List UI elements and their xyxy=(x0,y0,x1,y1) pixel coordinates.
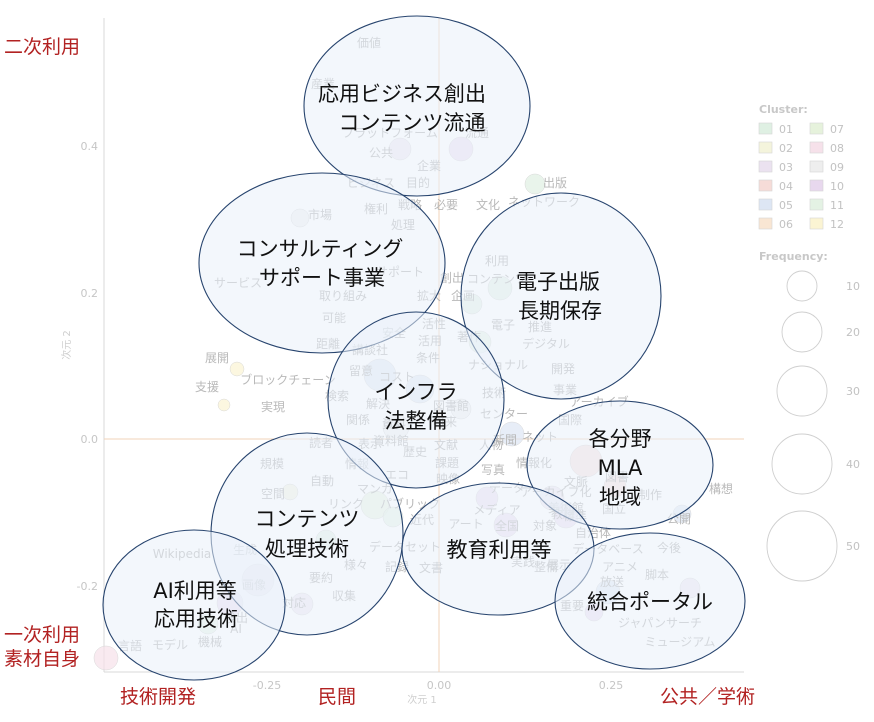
word-label: ブロックチェーン xyxy=(240,372,335,387)
cluster-title-consulting-2: サポート事業 xyxy=(259,266,385,290)
word-label: 文化 xyxy=(476,197,500,212)
cluster-title-business-2: コンテンツ流通 xyxy=(339,111,486,135)
label-private-sector: 民間 xyxy=(318,686,357,708)
cluster-legend: 01 02 03 04 05 06 07 08 09 10 11 12 xyxy=(758,122,844,231)
legend-frequency-label: 10 xyxy=(846,280,860,293)
y-tick-0-2: 0.2 xyxy=(81,287,99,300)
x-axis-title: 次元 1 xyxy=(407,693,437,706)
cluster-title-ebook-1: 電子出版 xyxy=(516,270,600,294)
cluster-titles: 応用ビジネス創出 コンテンツ流通 コンサルティング サポート事業 電子出版 長期… xyxy=(153,82,713,631)
word-label: 実現 xyxy=(261,399,285,414)
cluster-title-mla-2: MLA xyxy=(598,456,643,480)
frequency-bubble xyxy=(524,173,546,195)
frequency-bubble xyxy=(217,398,231,412)
legend-cluster-label: 08 xyxy=(830,142,844,155)
label-material-itself: 素材自身 xyxy=(4,648,81,670)
legend-frequency-circle xyxy=(781,311,823,353)
legend-frequency-title: Frequency: xyxy=(759,250,828,263)
cluster-title-mla-1: 各分野 xyxy=(589,427,652,451)
label-secondary-use: 二次利用 xyxy=(4,36,81,58)
legend-cluster-swatch xyxy=(758,217,773,230)
cluster-ellipse-infra xyxy=(327,311,505,489)
cluster-title-ebook-2: 長期保存 xyxy=(518,299,602,323)
legend-frequency-label: 30 xyxy=(846,385,860,398)
cluster-title-infra-2: 法整備 xyxy=(385,409,448,433)
frequency-bubble xyxy=(499,421,525,447)
legend-cluster-label: 07 xyxy=(830,123,844,136)
legend-cluster-title: Cluster: xyxy=(759,103,808,116)
word-label: 構想 xyxy=(709,481,733,496)
x-tick-0-00: 0.00 xyxy=(427,679,452,692)
legend-cluster-label: 02 xyxy=(779,142,793,155)
legend-cluster-swatch xyxy=(809,160,824,173)
legend-cluster-swatch xyxy=(758,179,773,192)
cluster-title-processing-2: 処理技術 xyxy=(265,537,349,561)
word-label: 展開 xyxy=(205,351,229,365)
word-label: 新聞 xyxy=(493,432,517,447)
word-label: 出版 xyxy=(543,176,567,190)
legend-cluster-swatch xyxy=(809,198,824,211)
cluster-title-ai-1: AI利用等 xyxy=(153,579,237,603)
legend-cluster-label: 12 xyxy=(830,218,844,231)
legend-frequency-label: 50 xyxy=(846,540,860,553)
y-tick-0-4: 0.4 xyxy=(81,140,99,153)
legend-frequency-label: 20 xyxy=(846,326,860,339)
cluster-title-ai-2: 応用技術 xyxy=(154,607,238,631)
cluster-ellipse-ai xyxy=(102,529,286,681)
legend-cluster-label: 04 xyxy=(779,180,793,193)
x-tick-0-25: 0.25 xyxy=(599,679,624,692)
cluster-ellipse-business xyxy=(303,15,531,197)
cluster-title-business-1: 応用ビジネス創出 xyxy=(318,82,486,106)
legend-cluster-swatch xyxy=(809,179,824,192)
legend-cluster-label: 03 xyxy=(779,161,793,174)
legend-cluster-swatch xyxy=(758,160,773,173)
cluster-ellipse-portal xyxy=(554,532,746,670)
legend-cluster-label: 06 xyxy=(779,218,793,231)
cluster-title-portal: 統合ポータル xyxy=(587,590,713,614)
legend-cluster-swatch xyxy=(758,122,773,135)
legend-frequency-circle xyxy=(766,510,838,582)
legend-frequency-label: 40 xyxy=(846,458,860,471)
legend-cluster-swatch xyxy=(809,217,824,230)
legend-cluster-swatch xyxy=(809,122,824,135)
word-label: 写真 xyxy=(481,463,505,477)
legend-frequency-circle xyxy=(771,433,833,495)
legend-cluster-swatch xyxy=(758,141,773,154)
legend-frequency-circle xyxy=(786,270,818,302)
frequency-bubble xyxy=(93,645,119,671)
cluster-ellipses xyxy=(102,15,746,681)
y-tick-m0-2: -0.2 xyxy=(77,580,98,593)
legend-cluster-label: 10 xyxy=(830,180,844,193)
y-axis-title: 次元 2 xyxy=(60,330,73,360)
x-tick-m0-25: -0.25 xyxy=(253,679,281,692)
frequency-legend: 10 20 30 40 50 xyxy=(766,270,860,582)
label-primary-use: 一次利用 xyxy=(4,624,81,646)
word-label: 支援 xyxy=(195,380,219,394)
legend-cluster-label: 09 xyxy=(830,161,844,174)
legend-cluster-swatch xyxy=(758,198,773,211)
cluster-title-education: 教育利用等 xyxy=(447,538,552,562)
legend-cluster-label: 01 xyxy=(779,123,793,136)
word-label: 必要 xyxy=(434,198,458,212)
label-tech-development: 技術開発 xyxy=(120,686,197,708)
cluster-title-mla-3: 地域 xyxy=(599,485,641,509)
legend-cluster-swatch xyxy=(809,141,824,154)
cluster-title-processing-1: コンテンツ xyxy=(255,507,360,531)
cluster-ellipse-mla xyxy=(526,400,714,530)
legend-frequency-circle xyxy=(776,365,828,417)
cluster-title-consulting-1: コンサルティング xyxy=(237,237,404,261)
cluster-ellipse-ebook xyxy=(460,192,662,400)
cluster-title-infra-1: インフラ xyxy=(374,380,457,404)
word-label: 創出 xyxy=(440,271,464,285)
cluster-ellipse-consulting xyxy=(198,172,446,354)
label-public-academic: 公共／学術 xyxy=(660,686,756,708)
legend-cluster-label: 11 xyxy=(830,199,844,212)
y-tick-0-0: 0.0 xyxy=(81,433,99,446)
frequency-bubble xyxy=(229,361,245,377)
legend-cluster-label: 05 xyxy=(779,199,793,212)
